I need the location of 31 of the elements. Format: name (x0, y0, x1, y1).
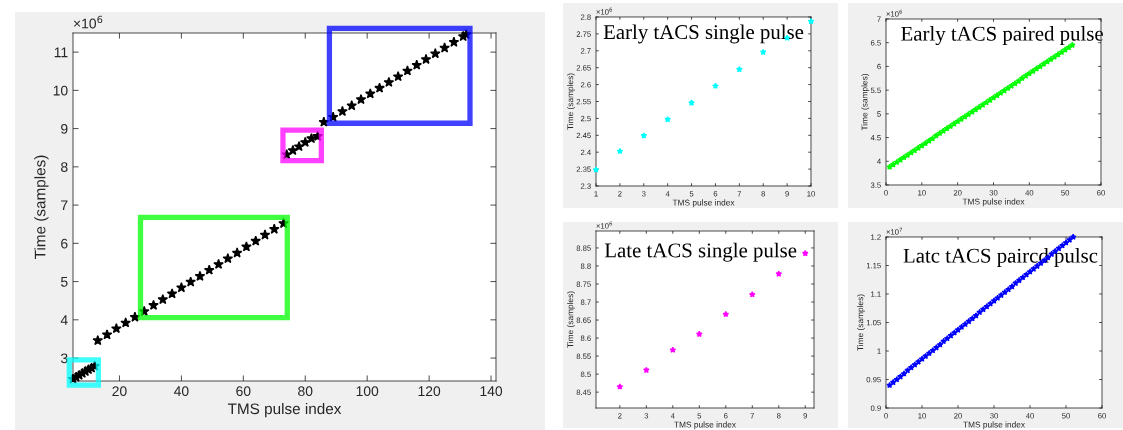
y-axis-title: Time (samples) (567, 73, 575, 130)
y-tick-label: 8 (61, 162, 68, 173)
x-tick-label: 120 (418, 386, 441, 397)
y-tick-label: 6 (61, 238, 68, 249)
y-tick-label: 3 (60, 353, 68, 364)
x-tick-label: 60 (236, 386, 251, 397)
text: Late tACS single pulse (604, 242, 797, 262)
chart-title: Early tACS single pulse (603, 24, 804, 44)
x-tick-label: 20 (112, 386, 127, 397)
chart-title: Early tACS paired pulse (901, 26, 1103, 46)
y-tick-label: 10 (53, 85, 68, 96)
x-axis-title: TMS pulse index (227, 402, 342, 418)
y-tick-label: 7 (61, 200, 68, 211)
x-axis-title: TMS pulse index (963, 421, 1025, 430)
y-tick-label: 9 (61, 123, 68, 134)
x-tick-label: 140 (480, 386, 503, 397)
x-axis-title: TMS pulse index (674, 421, 736, 430)
x-tick-label: 80 (298, 386, 313, 397)
y-tick-label: 5 (60, 277, 68, 287)
y-axis-title: Time (samples) (861, 73, 870, 131)
x-tick-label: 40 (173, 386, 189, 397)
x-tick-label: 100 (356, 386, 379, 397)
chart-title: Latc tACS paircd pulsc (903, 248, 1098, 267)
y-axis-title: Time (samples) (567, 291, 575, 348)
y-tick-label: 4 (60, 315, 68, 325)
x-axis-title: TMS pulse index (962, 198, 1025, 207)
text: ×10$^{6}$ (73, 15, 103, 29)
y-tick-label: 11 (54, 47, 68, 58)
y-axis-title: Time (samples) (857, 294, 865, 351)
x-axis-title: TMS pulse index (672, 199, 735, 208)
y-axis-title: Time (samples) (34, 155, 49, 259)
